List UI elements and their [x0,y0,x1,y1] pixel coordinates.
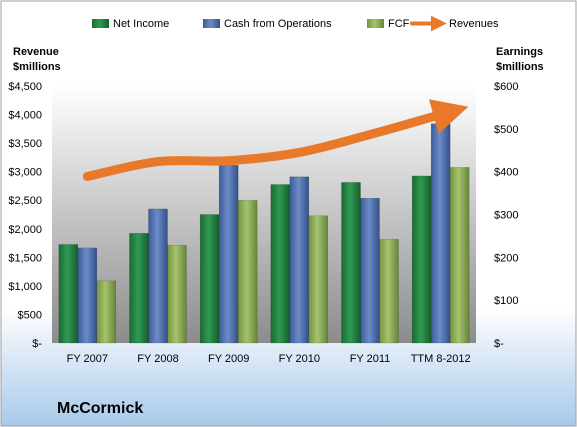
right-axis-title-line2: $millions [496,61,544,73]
bar-net-income [129,233,149,344]
bar-fcf [308,215,329,344]
right-tick-label: $300 [494,210,518,222]
legend-label-revenues: Revenues [449,18,499,30]
right-axis-ticks: $- $100 $200 $300 $400 $500 $600 [494,81,518,350]
x-tick-label: FY 2011 [350,353,391,365]
bar-fcf [237,200,258,344]
x-tick-label: FY 2009 [208,353,249,365]
bar-cash-from-operations [360,197,380,344]
left-tick-label: $2,000 [8,224,42,236]
x-axis-labels: FY 2007 FY 2008 FY 2009 FY 2010 FY 2011 TTM 8… [67,353,471,365]
left-axis-title-line2: $millions [13,61,61,73]
x-tick-label: FY 2010 [279,353,320,365]
bar-fcf [379,239,399,344]
bar-cash-from-operations [289,176,310,344]
bar-net-income [199,214,220,344]
legend-label-cash-ops: Cash from Operations [224,18,332,30]
left-tick-label: $1,000 [8,281,42,293]
left-axis-ticks: $- $500 $1,000 $1,500 $2,000 $2,500 $3,000 $3,5… [8,81,42,350]
bar-cash-from-operations [148,208,168,344]
bar-fcf [167,245,187,344]
left-tick-label: $3,000 [8,167,42,179]
x-tick-label: FY 2008 [137,353,178,365]
bar-cash-from-operations [218,164,239,344]
right-tick-label: $500 [494,124,518,136]
right-tick-label: $600 [494,81,518,93]
left-tick-label: $4,500 [8,81,42,93]
left-tick-label: $3,500 [8,138,42,150]
left-axis-title-line1: Revenue [13,46,59,58]
legend: Net Income Cash from Operations FCF Reve… [92,15,499,32]
bar-fcf [449,167,470,344]
legend-label-fcf: FCF [388,18,410,30]
x-tick-label: FY 2007 [67,353,108,365]
left-tick-label: $4,000 [8,110,42,122]
right-tick-label: $- [494,338,504,350]
bar-fcf [96,280,117,344]
x-tick-label: TTM 8-2012 [411,353,471,365]
left-tick-label: $500 [18,309,42,321]
legend-swatch-fcf [367,19,384,28]
right-tick-label: $200 [494,252,518,264]
revenues-line-group [82,99,469,181]
company-name: McCormick [57,400,143,417]
bar-cash-from-operations [430,123,451,344]
revenues-line [82,99,469,181]
right-tick-label: $100 [494,295,518,307]
legend-swatch-cash-ops [203,19,220,28]
bar-cash-from-operations [77,247,98,344]
left-tick-label: $2,500 [8,195,42,207]
bars-group [58,123,470,344]
bar-net-income [58,244,79,344]
right-tick-label: $400 [494,167,518,179]
bar-net-income [341,182,361,344]
right-axis-title-line1: Earnings [496,46,543,58]
bar-net-income [411,175,432,344]
bar-net-income [270,184,291,344]
left-tick-label: $- [32,338,42,350]
left-tick-label: $1,500 [8,252,42,264]
legend-label-net-income: Net Income [113,18,169,30]
legend-swatch-net-income [92,19,109,28]
